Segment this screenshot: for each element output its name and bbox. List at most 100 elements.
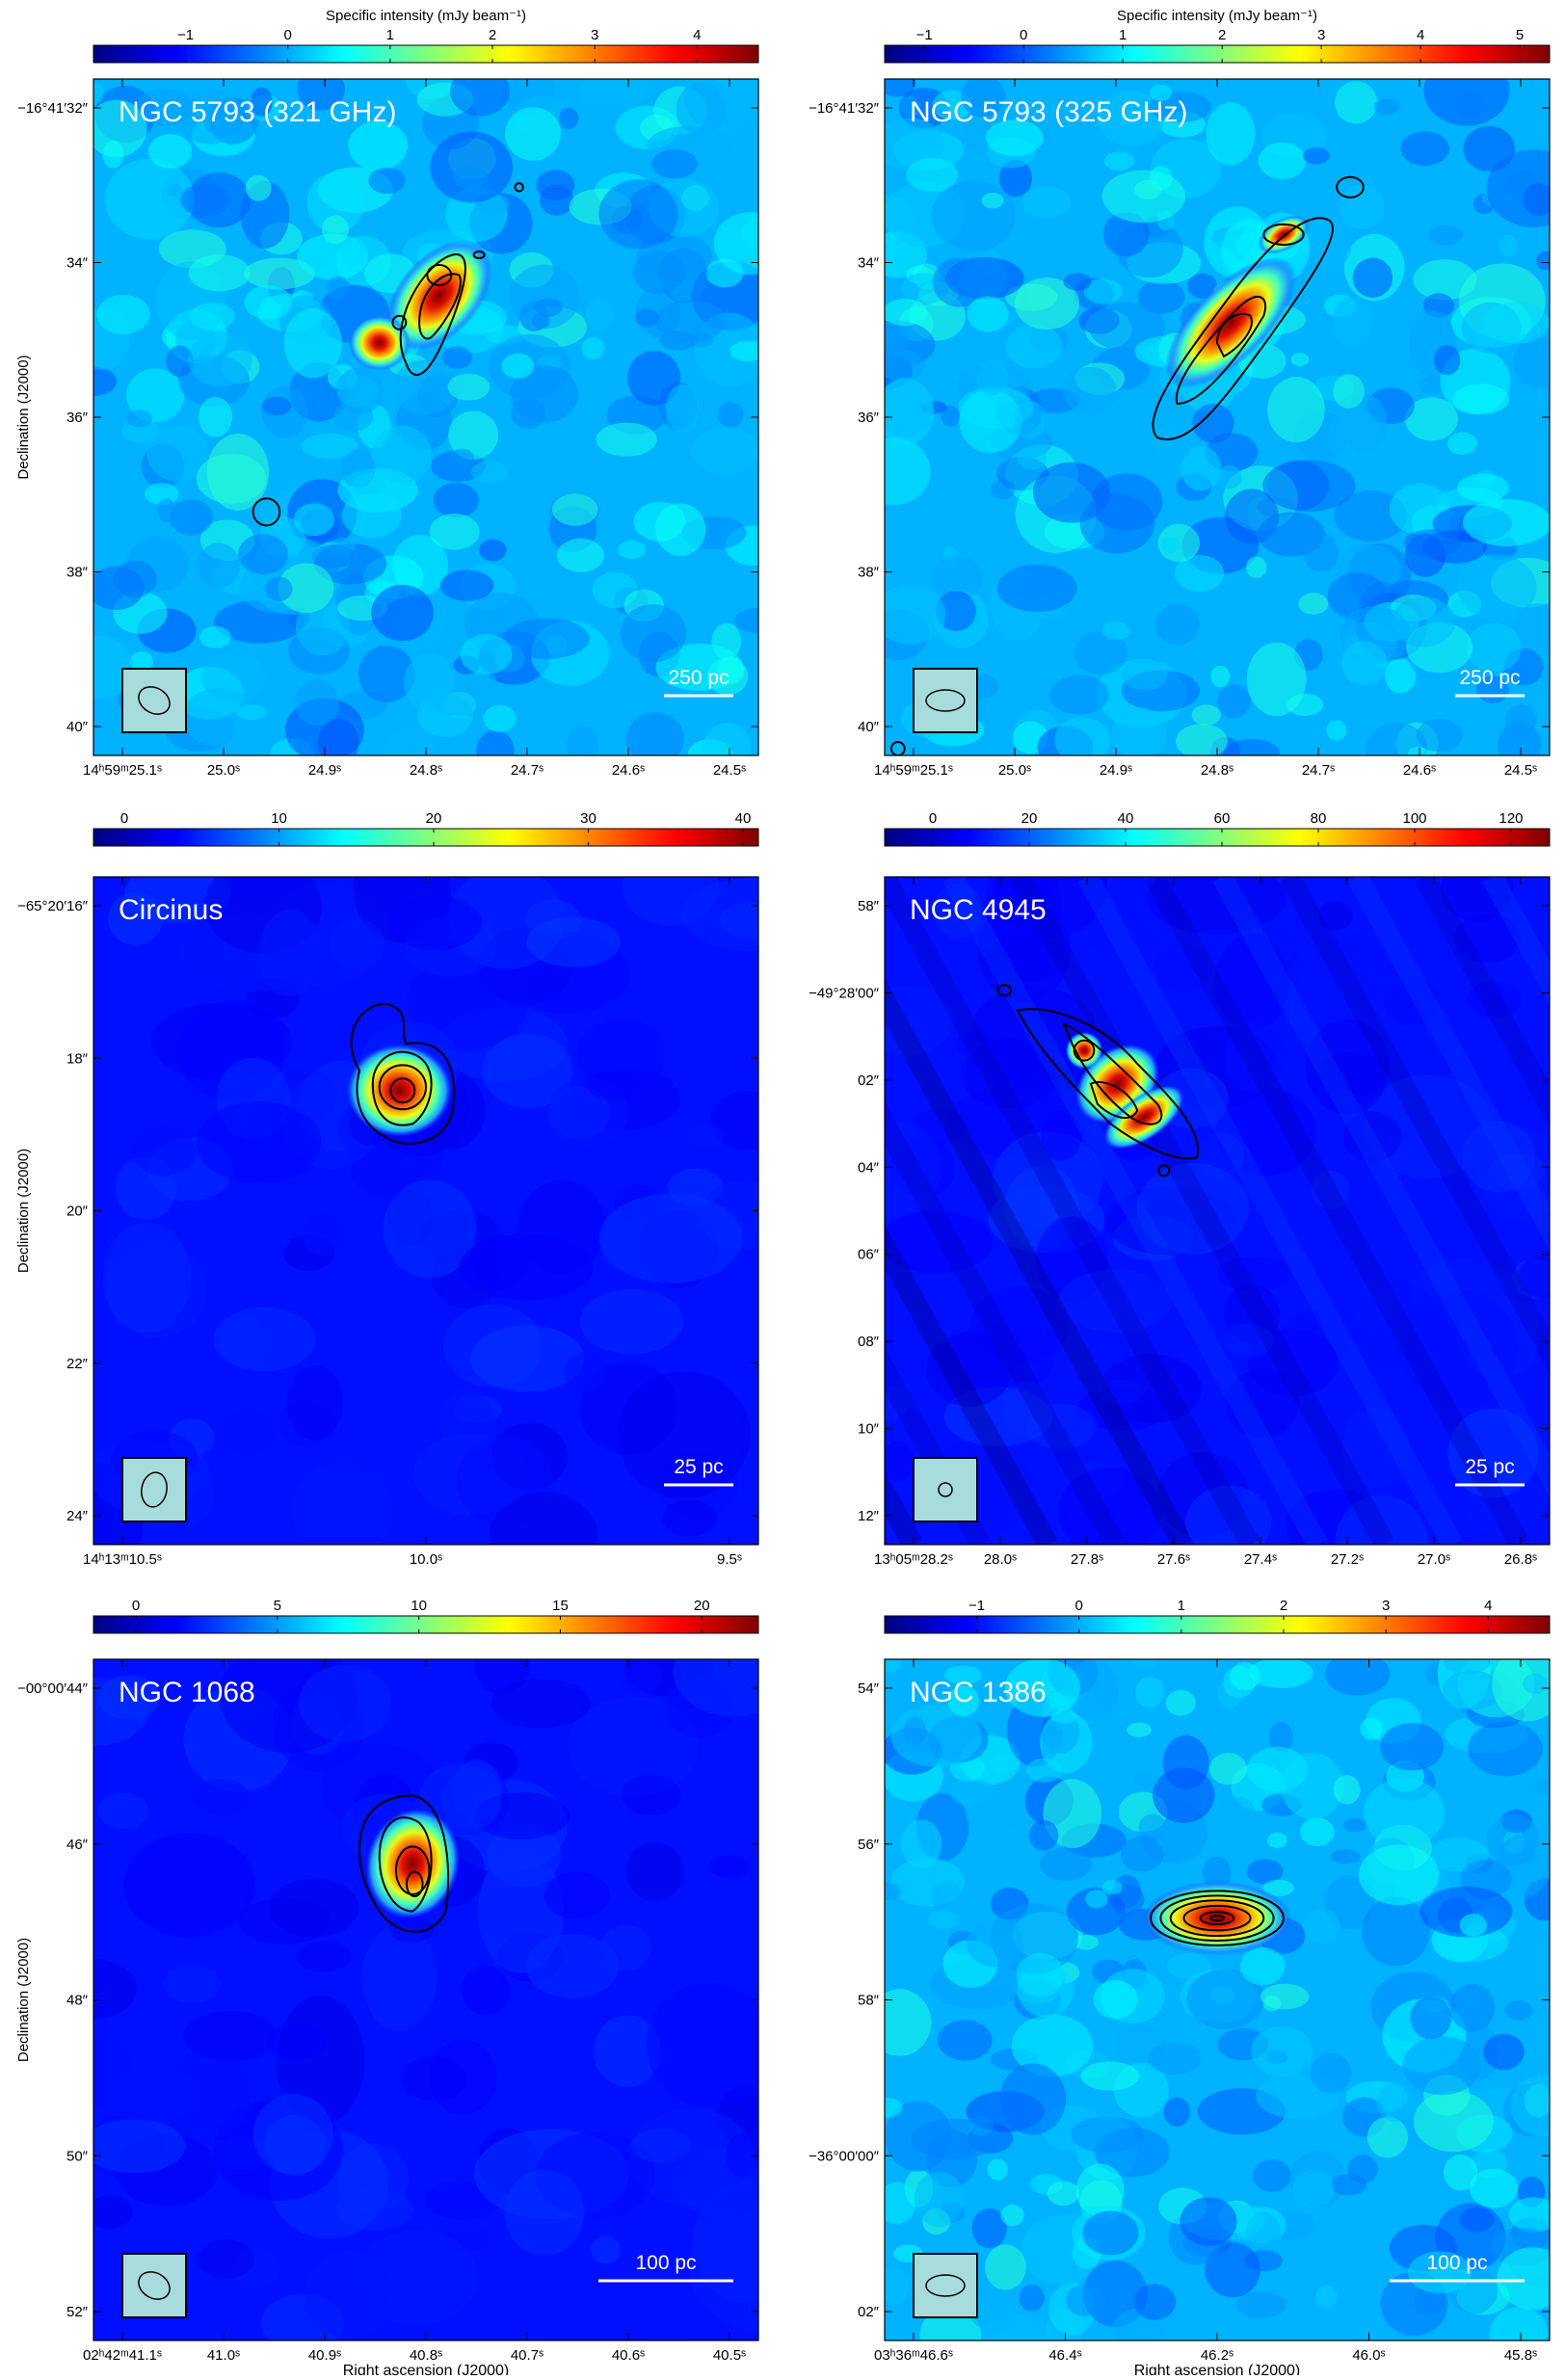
noise-feature (312, 544, 357, 569)
stripe-feature (885, 877, 1260, 1545)
noise-feature (927, 1910, 959, 1930)
noise-feature (1328, 409, 1382, 465)
ra-tick-label: 28.0ˢ (984, 1551, 1017, 1568)
stripe-feature (1010, 877, 1395, 1545)
scale-bar-label: 25 pc (674, 1456, 723, 1478)
noise-feature (981, 193, 1004, 209)
noise-feature (384, 727, 436, 755)
contour-line (405, 1870, 424, 1898)
noise-feature (967, 296, 1009, 332)
noise-feature (1202, 1856, 1232, 1890)
colorbar-tick-label: 100 (1402, 810, 1426, 827)
noise-feature (1047, 2181, 1080, 2207)
noise-feature (1063, 366, 1117, 415)
noise-feature (599, 1193, 743, 1283)
noise-feature (985, 119, 1044, 156)
ra-tick-label: 27.2ˢ (1331, 1551, 1364, 1568)
contour-line (391, 314, 408, 331)
noise-feature (1434, 345, 1461, 376)
noise-feature (1160, 536, 1180, 554)
noise-feature (1175, 554, 1225, 593)
noise-feature (461, 1966, 511, 2016)
contour-line (472, 251, 486, 260)
noise-feature (295, 598, 350, 656)
noise-feature (383, 1179, 477, 1279)
noise-feature (166, 345, 195, 378)
noise-feature (450, 79, 511, 117)
noise-feature (1330, 2174, 1367, 2196)
contour-line (418, 273, 462, 340)
noise-feature (1082, 2210, 1139, 2256)
noise-feature (931, 180, 1016, 251)
noise-feature (1447, 1408, 1539, 1498)
noise-feature (1314, 2285, 1339, 2309)
noise-feature (617, 540, 647, 560)
noise-feature (93, 2119, 186, 2174)
ra-tick-label: 24.5ˢ (713, 762, 746, 779)
dec-tick-label: 08″ (858, 1334, 880, 1350)
colorbar: −1 0 1 2 3 4 5 Specific intensity (mJy beam⁻¹) (884, 8, 1551, 64)
noise-feature (102, 1222, 192, 1334)
noise-feature (1088, 302, 1166, 352)
noise-feature (157, 498, 175, 522)
noise-feature (470, 1325, 585, 1392)
noise-feature (201, 650, 266, 703)
noise-feature (885, 1343, 920, 1378)
noise-feature (388, 1915, 435, 1944)
noise-feature (1341, 1111, 1403, 1162)
dec-tick-label: 20″ (66, 1203, 89, 1220)
noise-feature (321, 215, 350, 245)
noise-feature (244, 284, 292, 321)
noise-feature (885, 350, 925, 382)
noise-feature (441, 346, 473, 369)
noise-feature (439, 569, 494, 601)
noise-feature (1102, 212, 1150, 257)
intensity-map (93, 877, 758, 1545)
noise-feature (934, 883, 984, 939)
noise-feature (1452, 913, 1522, 963)
colorbar-gradient (884, 828, 1551, 847)
noise-feature (1457, 554, 1537, 621)
noise-feature (1443, 2154, 1478, 2191)
noise-feature (1148, 2042, 1202, 2075)
noise-feature (703, 723, 752, 755)
ra-tick-label: 46.4ˢ (1048, 2347, 1081, 2364)
noise-feature (1510, 2075, 1550, 2137)
noise-feature (632, 251, 685, 295)
panel-title: NGC 1386 (910, 1677, 1047, 1708)
noise-feature (1154, 603, 1200, 646)
noise-feature (1335, 1494, 1428, 1545)
beam-box (121, 668, 187, 733)
noise-feature (1210, 665, 1231, 688)
panel-title: NGC 1068 (119, 1677, 255, 1708)
colorbar-tick-label: 4 (1484, 1598, 1492, 1614)
noise-feature (1070, 2116, 1145, 2154)
colorbar-tick-label: 2 (1280, 1598, 1287, 1614)
ra-tick-label: 27.6ˢ (1157, 1551, 1190, 1568)
dec-tick-label: 36″ (66, 410, 89, 426)
contour-line (1089, 1081, 1139, 1120)
noise-feature (1103, 151, 1135, 172)
contour-line (996, 984, 1013, 997)
noise-feature (646, 1982, 758, 2108)
noise-feature (238, 534, 288, 575)
ra-tick-label: 14ʰ13ᵐ10.5ˢ (83, 1551, 162, 1568)
panel-title: NGC 5793 (325 GHz) (910, 96, 1187, 128)
noise-feature (1225, 1367, 1300, 1439)
colorbar-gradient (93, 44, 759, 64)
noise-feature (510, 365, 579, 423)
source-emission (348, 314, 411, 371)
contour-line (1157, 1164, 1171, 1177)
noise-feature (985, 2244, 1026, 2290)
noise-feature (1019, 2284, 1045, 2312)
beam-box (913, 2253, 978, 2318)
noise-feature (1217, 684, 1251, 719)
noise-feature (1528, 1779, 1550, 1795)
noise-feature (1302, 1909, 1340, 1944)
noise-feature (1122, 658, 1168, 691)
noise-feature (189, 303, 235, 331)
source-emission (1143, 1881, 1291, 1956)
noise-feature (598, 179, 678, 250)
noise-feature (885, 1440, 915, 1482)
noise-feature (600, 1924, 651, 1971)
